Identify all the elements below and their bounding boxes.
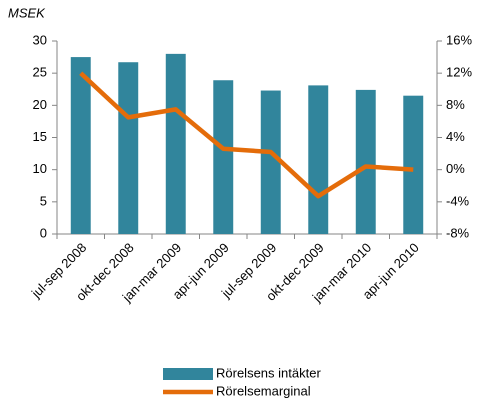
- bar: [165, 53, 186, 234]
- y-tick-label: 20: [33, 97, 47, 112]
- y-tick-label: 5: [40, 193, 47, 208]
- y2-tick-label: -4%: [446, 193, 470, 208]
- y2-tick-label: -8%: [446, 225, 470, 240]
- bar: [308, 85, 329, 234]
- legend-swatch: [163, 368, 213, 380]
- legend-label: Rörelsens intäkter: [216, 365, 321, 380]
- y2-tick-label: 16%: [446, 32, 472, 47]
- bar: [355, 89, 376, 234]
- y2-tick-label: 8%: [446, 97, 465, 112]
- legend-label: Rörelsemarginal: [216, 383, 311, 398]
- y-tick-label: 0: [40, 225, 47, 240]
- y-tick-label: 25: [33, 65, 47, 80]
- y-axis-label: MSEK: [8, 5, 46, 20]
- bar: [260, 90, 281, 234]
- y-tick-label: 10: [33, 161, 47, 176]
- line: [79, 71, 414, 199]
- y-tick-label: 15: [33, 129, 47, 144]
- bar: [403, 95, 424, 234]
- y2-tick-label: 0%: [446, 161, 465, 176]
- y2-tick-label: 12%: [446, 65, 472, 80]
- bar: [213, 80, 234, 234]
- y2-tick-label: 4%: [446, 129, 465, 144]
- y-tick-label: 30: [33, 32, 47, 47]
- bar: [118, 62, 139, 235]
- bar: [70, 57, 91, 235]
